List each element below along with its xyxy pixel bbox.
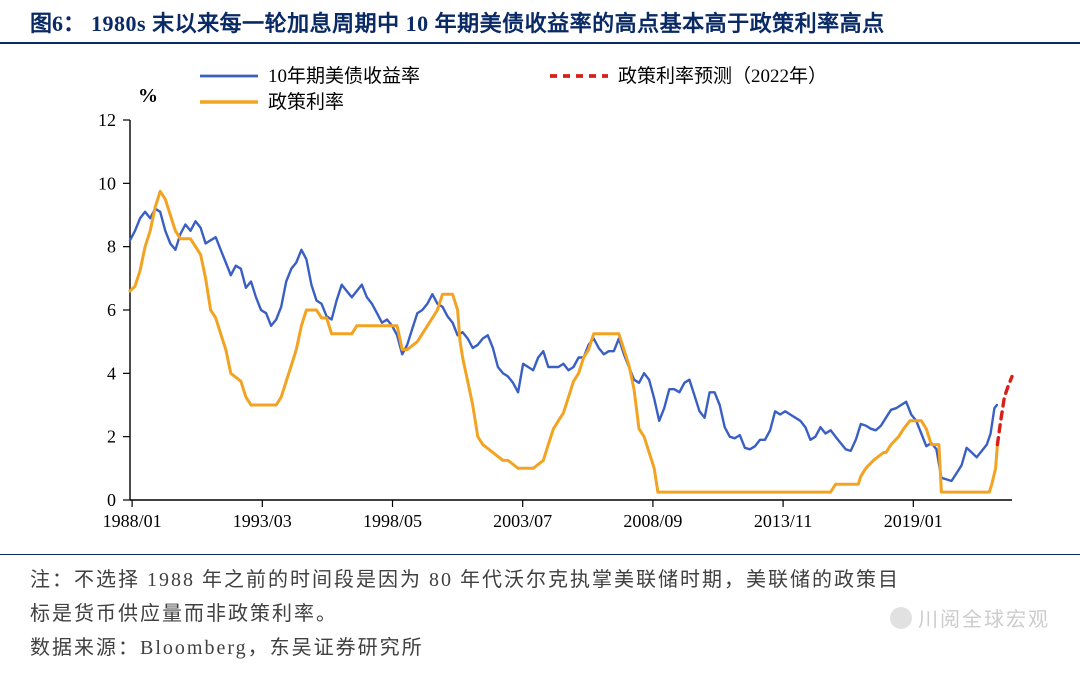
figure-footer: 注：不选择 1988 年之前的时间段是因为 80 年代沃尔克执掌美联储时期，美联… (0, 554, 1080, 665)
svg-text:2008/09: 2008/09 (623, 511, 682, 531)
svg-text:10: 10 (98, 173, 116, 193)
svg-text:6: 6 (107, 300, 116, 320)
svg-text:0: 0 (107, 490, 116, 510)
svg-text:%: % (138, 85, 158, 107)
svg-text:1988/01: 1988/01 (103, 511, 162, 531)
svg-text:8: 8 (107, 237, 116, 257)
svg-text:政策利率预测（2022年）: 政策利率预测（2022年） (618, 65, 827, 87)
svg-text:12: 12 (98, 110, 116, 130)
line-chart: 0 2 4 6 8 10 12% 1988/01 1993/03 1998/05 2003/07 20… (38, 50, 1042, 550)
svg-text:4: 4 (107, 363, 116, 383)
svg-text:1993/03: 1993/03 (233, 511, 292, 531)
footnote-line: 注：不选择 1988 年之前的时间段是因为 80 年代沃尔克执掌美联储时期，美联… (30, 563, 1060, 597)
svg-text:政策利率: 政策利率 (268, 91, 344, 113)
footnote-line: 标是货币供应量而非政策利率。 (30, 597, 1060, 631)
svg-text:2003/07: 2003/07 (493, 511, 552, 531)
svg-text:1998/05: 1998/05 (363, 511, 422, 531)
svg-text:2013/11: 2013/11 (754, 511, 812, 531)
svg-text:2: 2 (107, 427, 116, 447)
svg-text:2019/01: 2019/01 (884, 511, 943, 531)
data-source: 数据来源：Bloomberg，东吴证券研究所 (30, 631, 1060, 665)
figure-label: 图6： (30, 6, 85, 38)
figure-header: 图6： 1980s 末以来每一轮加息周期中 10 年期美债收益率的高点基本高于政… (0, 0, 1080, 44)
figure-title: 1980s 末以来每一轮加息周期中 10 年期美债收益率的高点基本高于政策利率高… (91, 6, 885, 38)
svg-text:10年期美债收益率: 10年期美债收益率 (268, 65, 420, 87)
chart-container: 0 2 4 6 8 10 12% 1988/01 1993/03 1998/05 2003/07 20… (0, 44, 1080, 554)
